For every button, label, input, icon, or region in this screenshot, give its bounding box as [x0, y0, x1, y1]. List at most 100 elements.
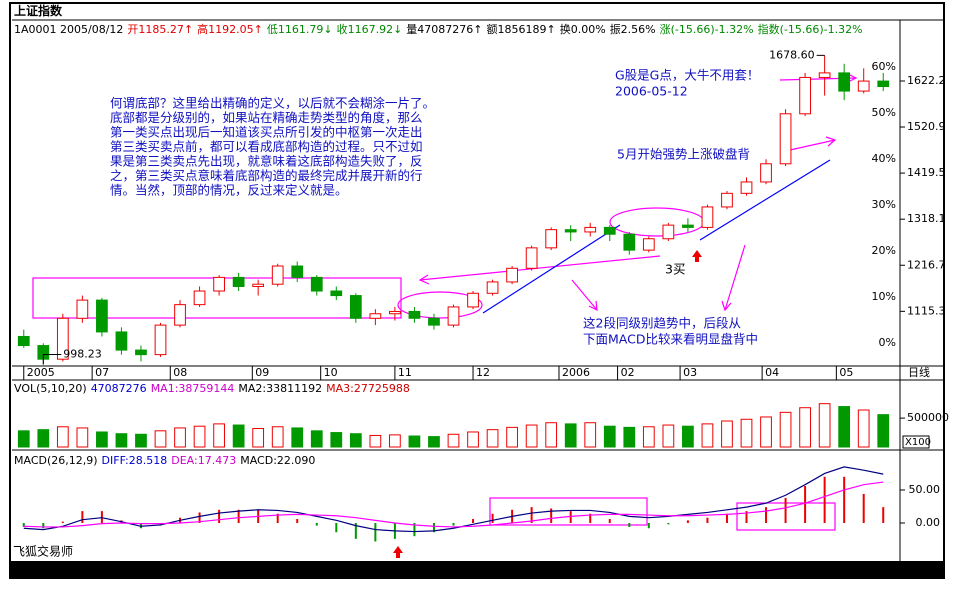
y-tick-label: 1115.3	[907, 304, 946, 317]
arrow-head	[825, 136, 837, 147]
quote-field: 开1185.27↑	[127, 23, 194, 36]
volume-bar	[369, 434, 382, 448]
volume-bar	[271, 426, 284, 448]
candle-body	[603, 226, 616, 235]
candle-body	[349, 295, 362, 319]
y-tick-label: 500000	[907, 411, 949, 424]
candle-body	[271, 265, 284, 285]
volume-bar	[174, 427, 186, 448]
volume-bar	[760, 416, 772, 448]
annotation: 这2段同级别趋势中，后段从	[583, 316, 741, 331]
title: 上证指数	[14, 4, 63, 18]
quote-fields: 1A0001 2005/08/12 开1185.27↑ 高1192.05↑ 低1161…	[14, 23, 867, 37]
y2-tick-label: 0%	[879, 336, 896, 349]
volume-bar	[584, 422, 597, 448]
annotation: 下面MACD比较来看明显盘背中	[583, 332, 758, 347]
candle-body	[623, 233, 636, 251]
volume-bar	[310, 430, 323, 448]
volume-bar	[877, 414, 890, 448]
volume-bar	[115, 433, 128, 448]
candle-body	[584, 226, 597, 233]
candle-body	[799, 76, 811, 115]
x-tick-label: 02	[621, 366, 635, 379]
legend-item: MACD(26,12,9)	[14, 454, 98, 467]
volume-bar	[193, 425, 206, 448]
volume-bar	[623, 426, 636, 448]
candle-body	[369, 313, 382, 319]
candle-body	[76, 299, 89, 319]
volume-bar	[701, 423, 714, 448]
x-tick-label: 10	[324, 366, 338, 379]
period-label: 日线	[908, 365, 930, 379]
candle-body	[857, 80, 870, 92]
candle-body	[760, 163, 772, 183]
candle-body	[96, 299, 108, 333]
diff-line	[23, 466, 884, 533]
dea-line	[23, 481, 884, 528]
y2-tick-label: 10%	[872, 290, 896, 303]
quote-field: 低1161.79↓	[266, 23, 333, 36]
arrow	[419, 255, 661, 281]
trend-line	[699, 159, 831, 241]
x-tick-label: 04	[765, 366, 779, 379]
marker-arrow	[692, 250, 702, 262]
candle-body	[174, 304, 186, 326]
volume-bar	[291, 427, 304, 448]
ellipse	[609, 207, 705, 237]
volume-bar	[389, 434, 401, 448]
y2-tick-label: 60%	[872, 60, 896, 73]
y-tick-label: 1622.2	[907, 74, 946, 87]
legend-item: DIFF:28.518	[101, 454, 168, 467]
volume-bar	[721, 420, 733, 448]
annotation: 3买	[665, 262, 685, 277]
note-line: 第一类买点出现后一知道该买点所引发的中枢第一次走出	[110, 125, 423, 140]
marker-arrow	[393, 546, 403, 558]
arrow	[789, 139, 836, 151]
candle-body	[467, 292, 479, 308]
arrow	[724, 244, 746, 311]
candle-body	[545, 229, 558, 249]
legend-item: VOL(5,10,20)	[14, 382, 87, 395]
volume-bar	[37, 429, 50, 448]
candle-body	[662, 224, 675, 240]
legend-item: DEA:17.473	[171, 454, 237, 467]
quote-field: 换0.00%	[559, 23, 606, 36]
volume-bar	[252, 428, 265, 448]
volume-bar	[154, 430, 167, 448]
candle-body	[56, 317, 69, 360]
candle-body	[252, 283, 265, 287]
x-tick-label: 09	[255, 366, 269, 379]
volume-bar	[447, 433, 460, 448]
candle-body	[17, 335, 30, 347]
volume-bar	[564, 423, 577, 448]
candle-body	[564, 229, 577, 233]
extreme-label: 998.23	[63, 348, 102, 361]
y2-tick-label: 50%	[872, 106, 896, 119]
volume-legend: VOL(5,10,20) 47087276 MA1:38759144 MA2:3381…	[14, 382, 414, 396]
annotation: G股是G点，大牛不用套！	[615, 68, 759, 83]
volume-bar	[740, 418, 753, 448]
quote-field: 1A0001 2005/08/12	[14, 23, 124, 36]
candle-body	[291, 265, 304, 278]
x-tick-label: 05	[839, 366, 853, 379]
ellipse	[397, 291, 483, 319]
volume-bar	[838, 406, 851, 448]
quote-field: 高1192.05↑	[197, 23, 263, 36]
x-tick-label: 2005	[27, 366, 55, 379]
x-tick-label: 08	[173, 366, 187, 379]
candle-body	[877, 80, 890, 88]
candle-body	[642, 238, 655, 251]
red-arrows	[393, 250, 702, 558]
brand: 飞狐交易师	[13, 544, 73, 559]
volume-bar	[525, 424, 538, 448]
extreme-leader	[42, 354, 62, 365]
volume-bar	[545, 422, 558, 448]
note-line: 何谓底部？这里给出精确的定义，以后就不会糊涂一片了。	[110, 96, 435, 111]
y-tick-label: 50.00	[909, 483, 941, 496]
y-tick-label: 1419.5	[907, 166, 946, 179]
quote-field: 涨(-15.66)-1.32%	[659, 23, 754, 36]
legend-item: MA1:38759144	[150, 382, 235, 395]
arrow-head	[418, 274, 430, 285]
volume-bar	[408, 435, 421, 448]
